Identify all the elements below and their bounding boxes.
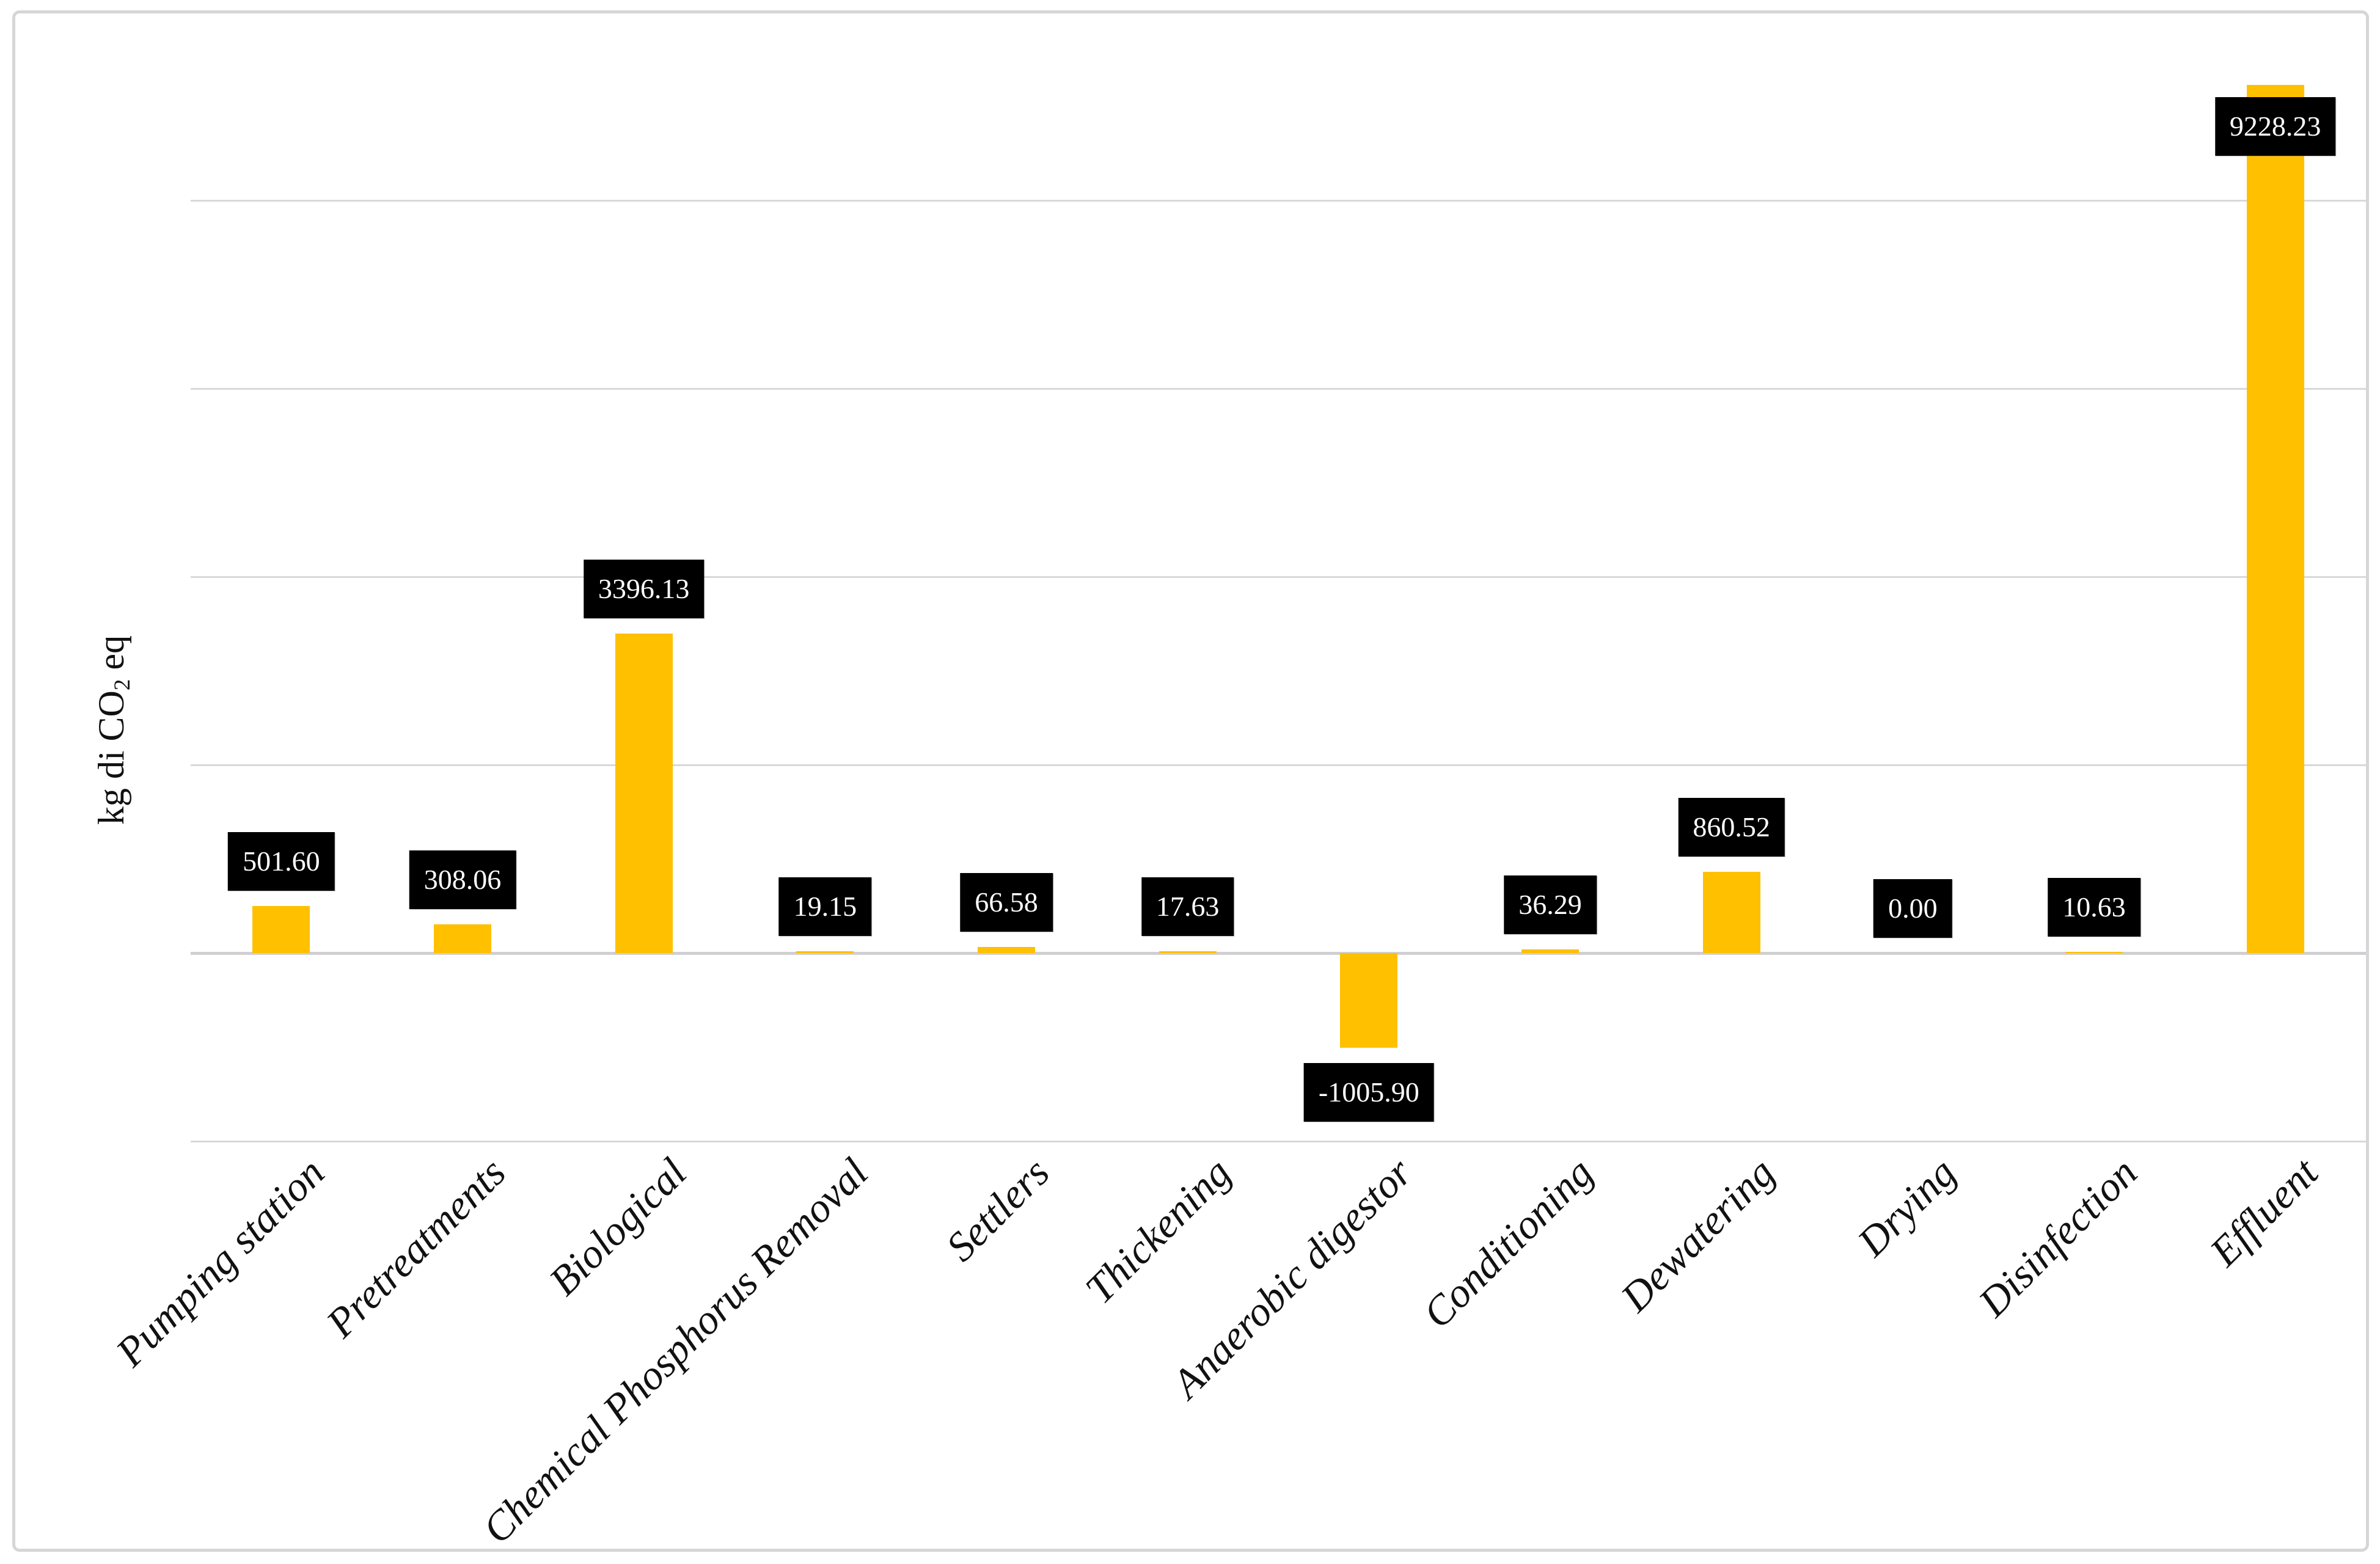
bar xyxy=(1340,953,1398,1048)
category-label: Conditioning xyxy=(1413,1149,1602,1337)
bar xyxy=(434,924,491,953)
bar xyxy=(1702,872,1760,953)
data-label: 308.06 xyxy=(409,850,516,909)
gridline-y--2000 xyxy=(191,1141,2366,1142)
data-label: 10.63 xyxy=(2048,878,2140,937)
y-axis-title-text: kg di CO xyxy=(90,690,131,825)
data-label: 501.60 xyxy=(228,831,335,891)
category-label: Pretreatments xyxy=(317,1149,514,1347)
category-label: Dewatering xyxy=(1611,1149,1784,1321)
category-label: Disinfection xyxy=(1969,1149,2146,1326)
data-label: 0.00 xyxy=(1873,879,1952,938)
category-label: Biological xyxy=(540,1149,696,1304)
x-axis-line xyxy=(191,952,2366,955)
data-label: 860.52 xyxy=(1678,798,1785,857)
category-label: Effluent xyxy=(2201,1149,2327,1275)
gridline-y-4000 xyxy=(191,576,2366,578)
gridline-y-8000 xyxy=(191,200,2366,202)
bar xyxy=(2065,952,2123,953)
bar xyxy=(796,951,854,953)
bar xyxy=(978,946,1035,953)
category-label: Pumping station xyxy=(106,1149,333,1376)
gridline-y-2000 xyxy=(191,764,2366,766)
bar xyxy=(1159,951,1217,953)
y-axis-title-unit: eq xyxy=(90,635,131,679)
chart-border xyxy=(12,10,2369,1552)
data-label: 3396.13 xyxy=(583,559,705,618)
data-label: 17.63 xyxy=(1141,877,1234,937)
category-label: Chemical Phosphorus Removal xyxy=(473,1149,877,1552)
category-label: Drying xyxy=(1848,1149,1964,1265)
bar xyxy=(252,905,310,953)
category-label: Thickening xyxy=(1075,1149,1240,1313)
y-axis-title: kg di CO2 eq xyxy=(90,635,136,825)
bar xyxy=(1521,949,1579,953)
y-axis-title-subscript: 2 xyxy=(110,679,136,691)
data-label: 19.15 xyxy=(778,877,872,937)
bar xyxy=(2246,84,2304,953)
gridline-y-6000 xyxy=(191,388,2366,390)
bar xyxy=(615,633,673,953)
data-label: 9228.23 xyxy=(2214,97,2336,156)
data-label: -1005.90 xyxy=(1303,1062,1434,1122)
data-label: 66.58 xyxy=(960,872,1053,932)
category-label: Settlers xyxy=(937,1149,1058,1270)
data-label: 36.29 xyxy=(1504,875,1597,935)
